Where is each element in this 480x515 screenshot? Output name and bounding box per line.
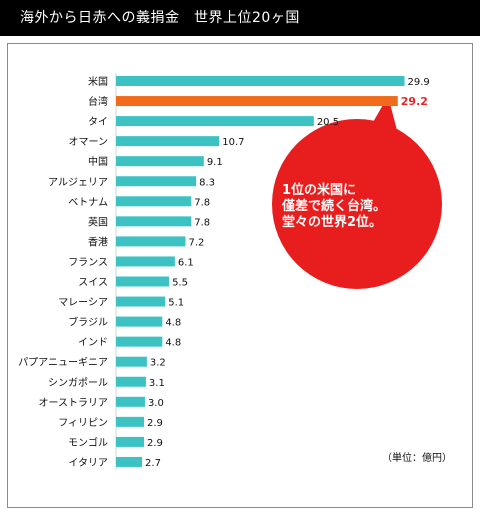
category-label: イタリア [68, 457, 108, 469]
category-label: タイ [88, 116, 108, 128]
value-label: 29.9 [408, 77, 430, 88]
callout-line-3: 堂々の世界2位。 [282, 215, 383, 230]
bar [116, 356, 147, 367]
category-label: アルジェリア [48, 177, 108, 188]
callout-pointer [372, 96, 398, 134]
bar [116, 456, 143, 467]
category-label: ブラジル [68, 316, 108, 329]
bar [116, 76, 405, 86]
category-label: 英国 [88, 215, 108, 228]
value-label: 4.8 [165, 338, 181, 349]
bar [116, 136, 220, 147]
value-label: 3.0 [148, 398, 164, 409]
value-label: 5.5 [172, 278, 188, 289]
value-label: 2.9 [147, 418, 163, 429]
value-label: 4.8 [165, 318, 181, 329]
bar [116, 176, 197, 187]
value-label: 3.2 [150, 358, 166, 369]
chart-title: 海外から日赤への義捐金 世界上位20ヶ国 [0, 0, 480, 36]
value-label: 2.9 [147, 438, 163, 449]
category-label: マレーシア [58, 298, 108, 309]
value-label: 7.8 [194, 197, 210, 208]
bar [116, 376, 146, 387]
bar [116, 296, 166, 307]
value-label: 5.1 [168, 298, 184, 309]
callout-text: 1位の米国に 僅差で続く台湾。 堂々の世界2位。 [282, 183, 432, 231]
category-label: パプアニューギニア [18, 357, 108, 369]
value-label: 2.7 [145, 458, 161, 469]
bar [116, 336, 163, 347]
category-label: スイス [78, 278, 108, 289]
bar [116, 416, 144, 427]
value-label: 8.3 [199, 177, 215, 188]
bar-highlight [116, 96, 398, 107]
category-label: フランス [68, 256, 108, 268]
category-label: フィリピン [58, 417, 108, 429]
value-label: 20.5 [317, 117, 339, 128]
callout-line-2: 僅差で続く台湾。 [282, 199, 387, 214]
bar [116, 256, 175, 267]
callout-bubble [272, 119, 442, 289]
value-label: 6.1 [178, 257, 194, 268]
category-label: 香港 [88, 236, 108, 248]
value-label: 10.7 [222, 137, 244, 148]
bar [116, 276, 170, 287]
bar [116, 216, 192, 227]
bar [116, 316, 163, 327]
category-label: モンゴル [68, 436, 108, 449]
category-label: シンガポール [48, 377, 108, 389]
value-label: 29.2 [401, 95, 428, 108]
category-label: オーストラリア [39, 397, 109, 409]
category-label: オマーン [69, 136, 109, 148]
value-label: 7.8 [194, 217, 210, 228]
category-label: 中国 [88, 155, 108, 168]
bar [116, 436, 144, 447]
category-label: インド [78, 338, 108, 349]
unit-label: （単位：億円） [382, 453, 452, 464]
bar [116, 396, 145, 407]
bar [116, 196, 192, 207]
value-label: 3.1 [149, 378, 165, 389]
category-label: ベトナム [68, 196, 108, 208]
category-label: 米国 [88, 75, 108, 88]
bar [116, 236, 186, 247]
bar [116, 156, 204, 167]
value-label: 7.2 [188, 237, 204, 248]
callout-line-1: 1位の米国に [282, 183, 357, 198]
category-label: 台湾 [88, 95, 108, 108]
value-label: 9.1 [207, 157, 223, 168]
bar [116, 116, 314, 127]
